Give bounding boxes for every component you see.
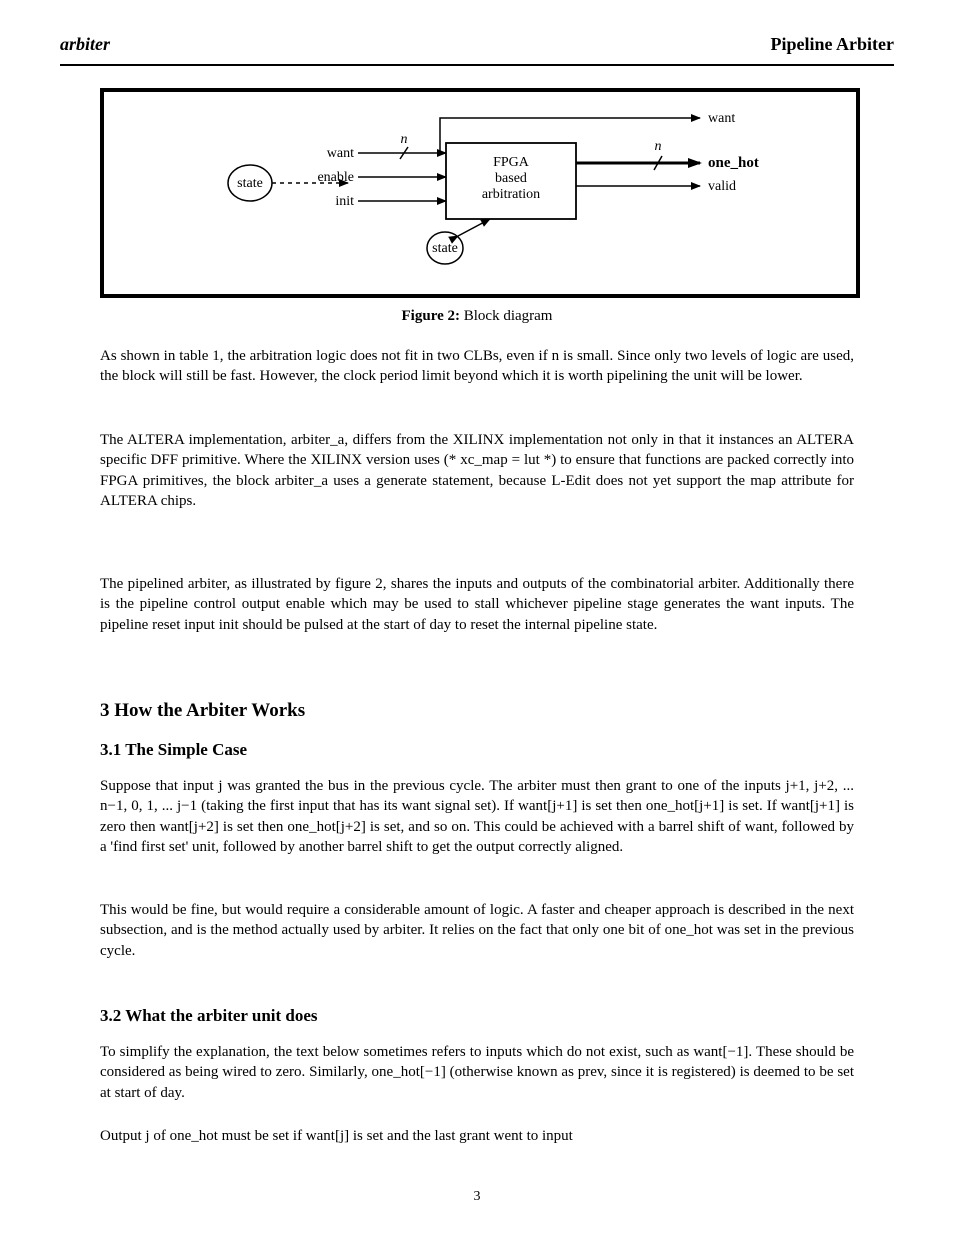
header-right: Pipeline Arbiter (771, 34, 894, 55)
section-3-2-heading: 3.2 What the arbiter unit does (100, 1006, 318, 1026)
output-valid-label: valid (708, 179, 736, 194)
box-label-2: based (495, 171, 527, 186)
block-diagram: state n want enable init want FPGA based… (100, 88, 860, 298)
header-left: arbiter (60, 34, 110, 55)
paragraph-3: The pipelined arbiter, as illustrated by… (100, 574, 854, 635)
output-want-label: want (708, 111, 735, 126)
input-init-label: init (335, 194, 354, 209)
input-want-bus-size: n (401, 132, 408, 147)
figure-caption: Figure 2: Block diagram (60, 308, 894, 325)
box-label-1: FPGA (493, 155, 530, 170)
page: arbiter Pipeline Arbiter state n (0, 0, 954, 1235)
section-3-heading: 3 How the Arbiter Works (100, 700, 305, 722)
input-enable-label: enable (317, 170, 354, 185)
output-onehot-bus-size: n (655, 139, 662, 154)
output-onehot-label: one_hot (708, 155, 759, 171)
paragraph-5: This would be fine, but would require a … (100, 900, 854, 961)
paragraph-4: Suppose that input j was granted the bus… (100, 776, 854, 857)
input-want-label: want (327, 146, 354, 161)
page-number: 3 (60, 1189, 894, 1205)
figure-caption-text: Block diagram (464, 308, 553, 324)
paragraph-2: The ALTERA implementation, arbiter_a, di… (100, 430, 854, 511)
paragraph-7: Output j of one_hot must be set if want[… (100, 1126, 854, 1146)
box-label-3: arbitration (482, 187, 540, 202)
section-3-1-heading: 3.1 The Simple Case (100, 740, 247, 760)
state2-link (458, 219, 490, 236)
diagram-svg: state n want enable init want FPGA based… (100, 88, 860, 298)
state2-label: state (432, 241, 458, 256)
state1-label: state (237, 176, 263, 191)
header-rule (60, 64, 894, 66)
paragraph-1: As shown in table 1, the arbitration log… (100, 346, 854, 387)
paragraph-6: To simplify the explanation, the text be… (100, 1042, 854, 1103)
figure-caption-label: Figure 2: (402, 308, 460, 324)
